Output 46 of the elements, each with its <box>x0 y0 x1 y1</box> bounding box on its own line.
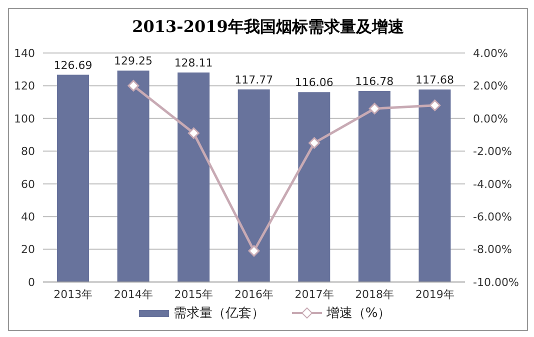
data-label: 117.77 <box>234 73 274 86</box>
x-tick-label: 2015年 <box>174 288 214 301</box>
y2-tick-label: -10.00% <box>473 276 519 289</box>
x-tick-label: 2016年 <box>234 288 274 301</box>
y-tick-label: 60 <box>21 178 35 191</box>
data-label: 117.68 <box>415 74 454 87</box>
data-label: 128.11 <box>174 56 213 70</box>
y2-tick-label: 0.00% <box>473 112 508 126</box>
y-tick-label: 100 <box>14 112 35 126</box>
y-tick-label: 140 <box>14 46 35 60</box>
y-tick-label: 120 <box>14 80 35 93</box>
bar <box>57 74 89 282</box>
point <box>248 245 260 257</box>
y2-tick-label: 2.00% <box>473 80 508 93</box>
y2-tick-label: -4.00% <box>473 178 512 191</box>
point <box>188 127 200 139</box>
y2-tick-label: 4.00% <box>473 46 508 60</box>
y-tick-label: 0 <box>28 276 35 289</box>
chart-title: 2013-2019年我国烟标需求量及增速 <box>131 17 405 38</box>
bar <box>298 92 330 282</box>
data-label: 129.25 <box>114 54 153 68</box>
point <box>308 137 320 149</box>
point <box>429 100 441 112</box>
y2-tick-label: -6.00% <box>473 210 512 224</box>
point <box>128 80 140 92</box>
x-tick-label: 2014年 <box>114 288 153 301</box>
x-tick-label: 2013年 <box>54 288 93 301</box>
data-label: 116.78 <box>355 74 394 88</box>
y2-tick-label: -2.00% <box>473 145 512 158</box>
bar <box>117 70 150 282</box>
y-tick-label: 80 <box>21 145 35 158</box>
y-tick-label: 40 <box>21 210 35 224</box>
legend-label: 需求量（亿套） <box>172 305 264 322</box>
x-tick-label: 2018年 <box>355 288 394 301</box>
x-tick-label: 2017年 <box>294 288 334 301</box>
bar <box>238 89 270 282</box>
point <box>368 102 380 114</box>
y-tick-label: 20 <box>21 243 35 256</box>
legend-label: 增速（%） <box>325 305 391 322</box>
data-label: 126.69 <box>54 58 92 72</box>
y2-tick-label: -8.00% <box>473 243 512 256</box>
bar <box>358 90 390 282</box>
bar <box>418 90 451 282</box>
bar <box>178 72 210 282</box>
x-tick-label: 2019年 <box>415 288 454 301</box>
data-label: 116.06 <box>294 76 334 90</box>
